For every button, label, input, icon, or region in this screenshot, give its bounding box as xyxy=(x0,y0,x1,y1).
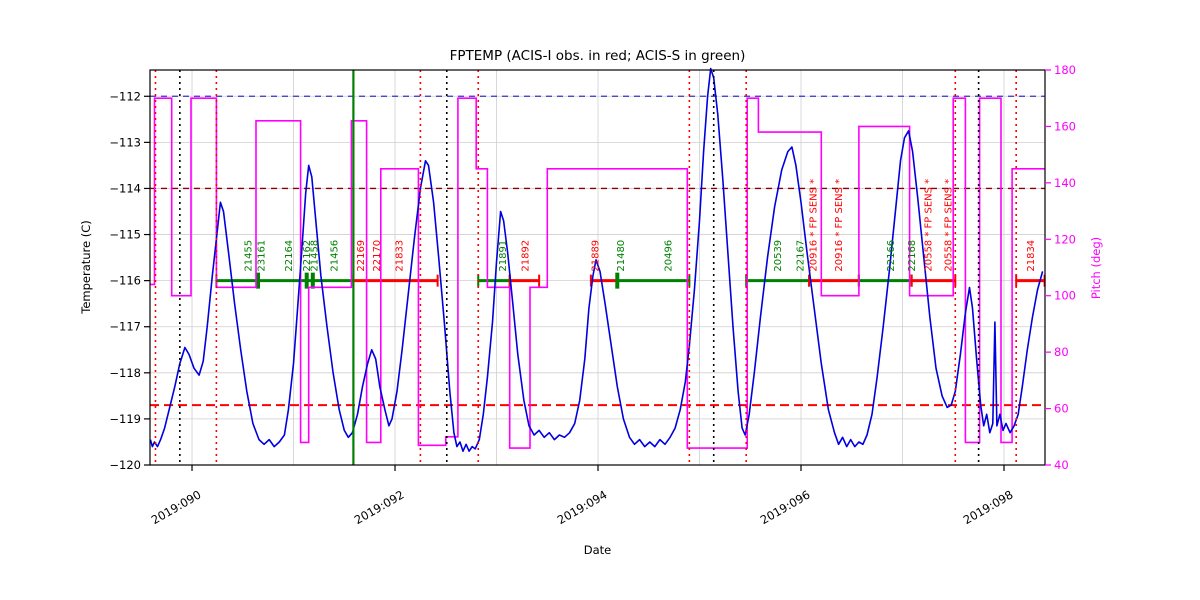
svg-text:21455: 21455 xyxy=(243,240,254,272)
svg-text:2019:094: 2019:094 xyxy=(555,487,610,527)
svg-text:−116: −116 xyxy=(109,274,141,288)
svg-text:21891: 21891 xyxy=(498,240,509,272)
svg-text:21889: 21889 xyxy=(590,240,601,272)
svg-text:20496: 20496 xyxy=(664,240,675,272)
svg-text:−118: −118 xyxy=(109,366,141,380)
svg-text:20558 * FP SENS *: 20558 * FP SENS * xyxy=(944,179,955,272)
svg-text:180: 180 xyxy=(1054,63,1076,77)
svg-text:−119: −119 xyxy=(109,412,141,426)
svg-text:140: 140 xyxy=(1054,176,1076,190)
svg-text:20916 * FP SENS *: 20916 * FP SENS * xyxy=(809,179,820,272)
svg-text:−117: −117 xyxy=(109,320,141,334)
svg-text:2019:090: 2019:090 xyxy=(149,487,204,527)
svg-text:21456: 21456 xyxy=(330,240,341,272)
svg-text:40: 40 xyxy=(1054,458,1069,472)
observation-segments xyxy=(215,272,1046,289)
y-axis-label-temperature: Temperature (C) xyxy=(79,220,93,314)
svg-text:21480: 21480 xyxy=(616,240,627,272)
svg-text:22166: 22166 xyxy=(886,240,897,272)
svg-text:23161: 23161 xyxy=(257,240,268,272)
svg-text:2019:098: 2019:098 xyxy=(961,487,1016,527)
svg-text:60: 60 xyxy=(1054,402,1069,416)
svg-text:2019:096: 2019:096 xyxy=(758,487,813,527)
svg-text:20558 * FP SENS *: 20558 * FP SENS * xyxy=(923,179,934,272)
svg-text:100: 100 xyxy=(1054,289,1076,303)
svg-text:22168: 22168 xyxy=(907,240,918,272)
svg-text:−114: −114 xyxy=(109,181,141,195)
x-axis-label-date: Date xyxy=(583,543,612,557)
svg-text:22162: 22162 xyxy=(302,240,313,272)
event-vlines xyxy=(154,70,1017,465)
svg-text:−112: −112 xyxy=(109,89,141,103)
svg-text:−113: −113 xyxy=(109,135,141,149)
svg-text:80: 80 xyxy=(1054,345,1069,359)
svg-text:22170: 22170 xyxy=(372,240,383,272)
svg-text:22169: 22169 xyxy=(356,240,367,272)
limit-hlines xyxy=(150,95,1045,407)
svg-text:21834: 21834 xyxy=(1026,240,1037,272)
chart-title: FPTEMP (ACIS-I obs. in red; ACIS-S in gr… xyxy=(449,48,746,64)
pitch-series xyxy=(150,97,1045,449)
fptemp-series xyxy=(149,67,1044,452)
svg-text:21458: 21458 xyxy=(309,240,320,272)
svg-text:−120: −120 xyxy=(109,458,141,472)
svg-text:20539: 20539 xyxy=(773,240,784,272)
svg-text:22167: 22167 xyxy=(795,240,806,272)
svg-text:−115: −115 xyxy=(109,228,141,242)
svg-text:160: 160 xyxy=(1054,119,1076,133)
svg-text:21833: 21833 xyxy=(395,240,406,272)
y-axis-label-pitch: Pitch (deg) xyxy=(1089,236,1103,300)
svg-text:21892: 21892 xyxy=(520,240,531,272)
svg-text:120: 120 xyxy=(1054,232,1076,246)
svg-text:2019:092: 2019:092 xyxy=(352,487,407,527)
svg-text:20916 * FP SENS *: 20916 * FP SENS * xyxy=(834,179,845,272)
svg-text:22164: 22164 xyxy=(284,240,295,272)
